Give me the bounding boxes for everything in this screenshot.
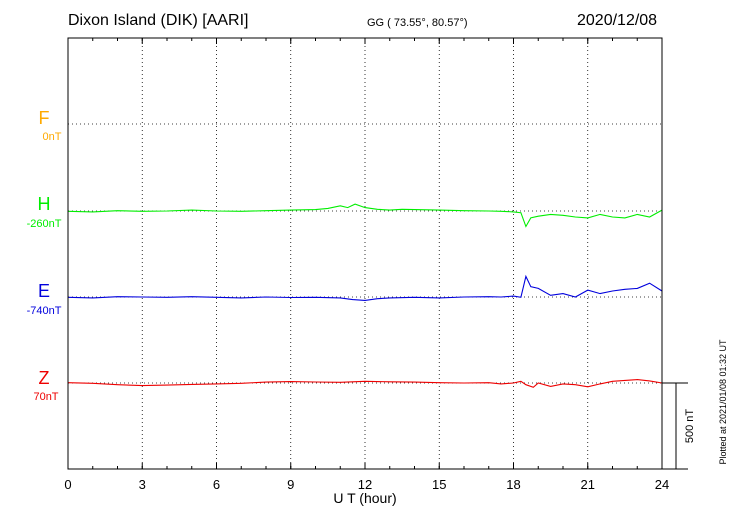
date-label: 2020/12/08 [577,12,658,29]
channel-f-offset: 0nT [42,131,62,143]
x-tick-label: 6 [213,477,220,492]
channel-z-offset: 70nT [33,391,59,403]
series-line-e [67,274,663,301]
x-tick-label: 12 [358,477,372,492]
coordinates-label: GG ( 73.55°, 80.57°) [367,17,468,29]
channel-z-label: Z [38,368,50,388]
station-title: Dixon Island (DIK) [AARI] [68,12,249,29]
x-tick-label: 0 [64,477,71,492]
x-tick-label: 3 [139,477,146,492]
x-tick-label: 9 [287,477,294,492]
scale-label: 500 nT [684,409,696,444]
channel-f-label: F [38,108,50,128]
x-tick-label: 24 [655,477,669,492]
channel-h-label: H [37,194,51,214]
series-layer [67,203,663,388]
plot-frame [67,37,663,470]
channel-e-label: E [37,281,50,301]
ticks-layer: 0 3 6 9 12 15 18 21 24 [64,38,669,492]
channel-e-offset: -740nT [26,305,62,317]
x-axis-label: U T (hour) [333,490,396,506]
x-tick-label: 21 [581,477,595,492]
plotted-timestamp: Plotted at 2021/01/08 01:32 UT [718,339,728,465]
x-tick-label: 15 [432,477,446,492]
channel-h-offset: -260nT [26,218,62,230]
x-tick-label: 18 [506,477,520,492]
series-line-z [67,379,663,388]
series-line-h [67,203,663,228]
grid-layer [68,38,662,469]
